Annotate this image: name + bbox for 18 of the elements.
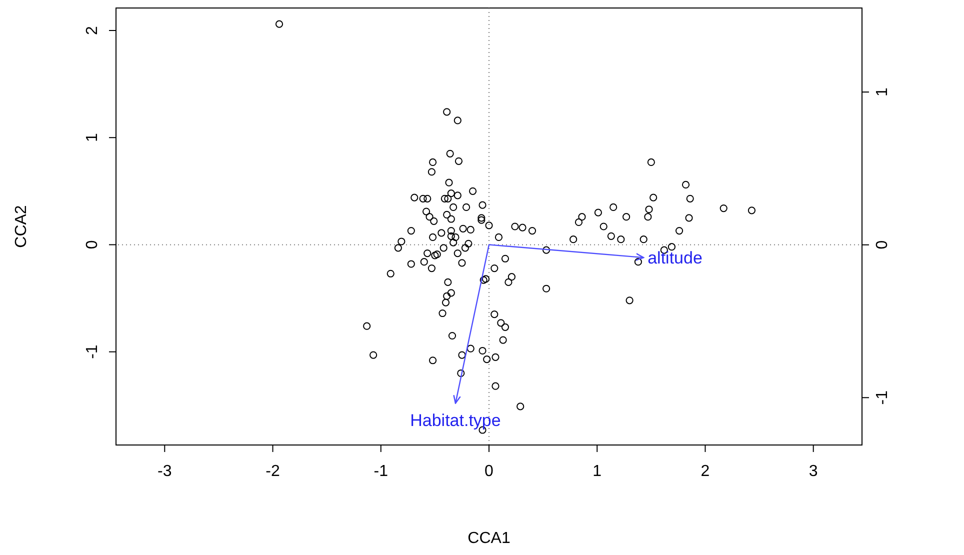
x-axis-title: CCA1: [468, 530, 510, 547]
y2-tick-label: 1: [874, 87, 891, 96]
series-label: Habitat.type: [410, 411, 501, 430]
y-tick-label: 0: [84, 240, 101, 250]
y2-tick-label: 0: [874, 240, 891, 250]
x-tick-label: 0: [484, 463, 494, 480]
y2-tick-label: -1: [874, 390, 891, 405]
y-tick-label: 1: [84, 133, 101, 142]
x-tick-label: 1: [592, 463, 602, 480]
x-tick-label: -2: [266, 463, 280, 480]
x-tick-label: 2: [700, 463, 710, 480]
y-axis-title: CCA2: [13, 205, 30, 248]
x-tick-label: 3: [808, 463, 818, 480]
y-tick-label: -1: [84, 344, 101, 359]
series-label: altitude: [648, 248, 702, 268]
x-tick-label: -3: [158, 463, 172, 480]
x-tick-label: -1: [374, 463, 388, 480]
y-tick-label: 2: [84, 26, 101, 35]
